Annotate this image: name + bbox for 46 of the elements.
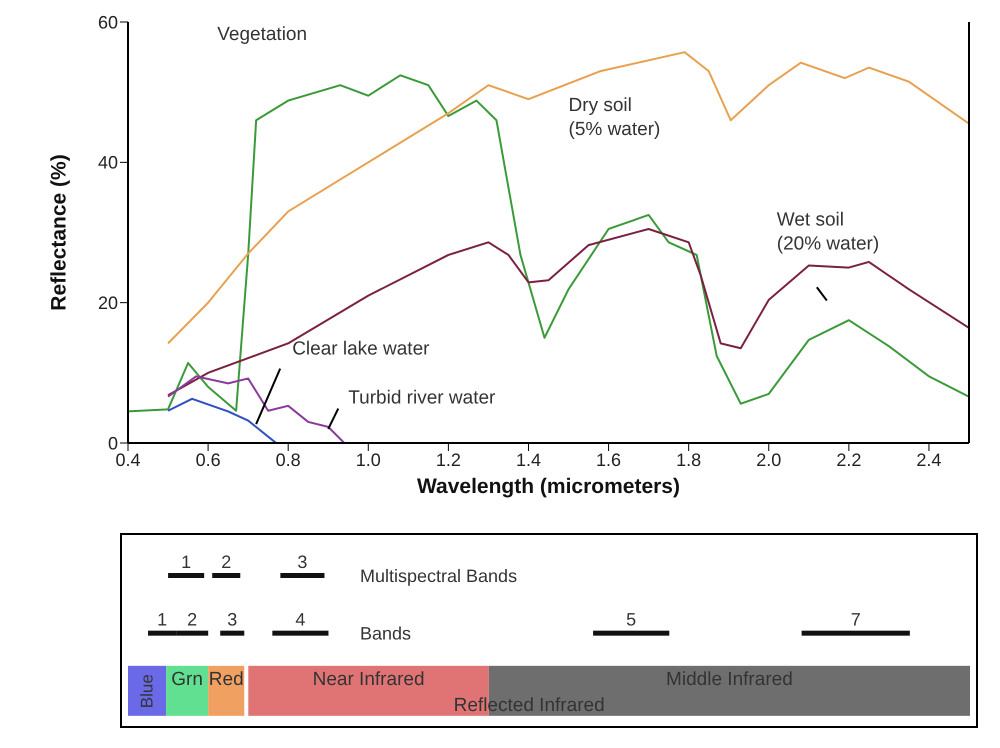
annotation: 4 — [295, 610, 306, 630]
x-tick-label: 1.6 — [596, 450, 622, 470]
text: Vegetation — [217, 24, 308, 46]
y-tick-label: 60 — [98, 12, 118, 32]
category-label: Bands — [360, 624, 412, 644]
annotation: 3 — [297, 552, 308, 572]
annotation: 1 — [181, 552, 192, 572]
x-tick-label: 0.8 — [276, 450, 301, 470]
annotation: Blue — [138, 674, 157, 708]
x-tick-label: 1.8 — [676, 450, 702, 470]
bar — [168, 573, 204, 578]
bar — [212, 573, 240, 578]
line-series — [128, 74, 969, 412]
y-tick-label: 0 — [108, 433, 118, 454]
x-tick-label: 1.2 — [436, 450, 461, 470]
x-tick-label: 1.4 — [516, 450, 541, 470]
x-tick-label: 1.0 — [356, 450, 381, 470]
bar — [802, 630, 910, 636]
annotation: 7 — [850, 610, 861, 630]
annotation: Grn — [171, 669, 203, 690]
y-tick-label: 40 — [98, 152, 118, 173]
bar — [280, 573, 324, 578]
text: Clear lake water — [292, 338, 430, 360]
x-tick-label: 2.2 — [836, 450, 862, 470]
annotation: 5 — [626, 610, 636, 630]
y-tick-label: 20 — [98, 293, 118, 314]
x-tick-label: 2.0 — [756, 450, 782, 470]
y-axis-title: Reflectance (%) — [47, 154, 70, 311]
annotation: 3 — [227, 610, 238, 630]
series-label: Wet soil (20% water) — [776, 209, 880, 254]
annotation: Middle Infrared — [666, 669, 793, 690]
annotation: 2 — [187, 610, 198, 630]
annotation: Red — [208, 669, 244, 690]
line-series — [167, 375, 346, 443]
series-label: Turbid river water — [348, 388, 496, 409]
annotation: Near Infrared — [312, 669, 425, 690]
bar — [220, 630, 244, 636]
x-axis-title: Wavelength (micrometers) — [417, 475, 680, 498]
annotation: 1 — [157, 610, 168, 630]
line-series — [167, 398, 278, 443]
series-label: Dry soil (5% water) — [568, 95, 660, 140]
x-tick-label: 2.4 — [916, 450, 942, 470]
x-tick-label: 0.4 — [115, 450, 141, 470]
x-tick-label: 0.6 — [196, 450, 221, 470]
annotation: 2 — [221, 552, 232, 572]
category-label: Multispectral Bands — [360, 566, 518, 586]
